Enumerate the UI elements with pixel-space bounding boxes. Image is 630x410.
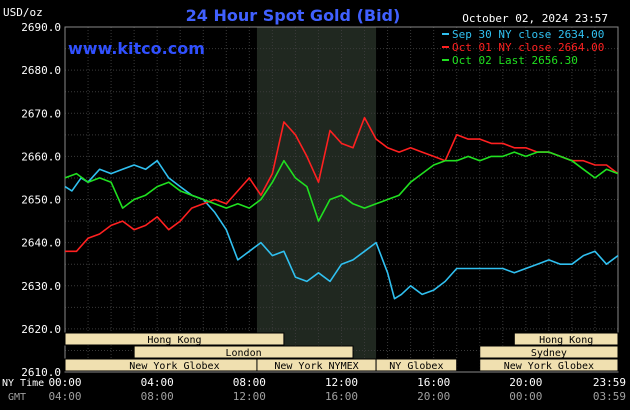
series-line xyxy=(65,116,619,253)
series-line xyxy=(64,151,619,222)
session-label: NY Globex xyxy=(389,361,443,372)
y-tick-label: 2680.0 xyxy=(21,64,61,77)
y-tick-label: 2610.0 xyxy=(21,366,61,379)
session-bar xyxy=(513,332,619,346)
legend-entry: Sep 30 NY close 2634.00 xyxy=(452,28,604,41)
legend-entry: Oct 02 Last 2656.30 xyxy=(452,54,578,67)
timestamp: October 02, 2024 23:57 xyxy=(462,12,608,25)
y-tick-label: 2650.0 xyxy=(21,194,61,207)
y-tick-label: 2660.0 xyxy=(21,150,61,163)
y-axis: 2690.0 2680.0 2670.0 2660.0 2650.0 2640.0 2630… xyxy=(21,21,61,379)
x-tick-label-gmt: 00:00 xyxy=(509,390,542,403)
y-tick-label: 2620.0 xyxy=(21,323,61,336)
x-tick-label-gmt: 08:00 xyxy=(141,390,174,403)
session-bar xyxy=(375,358,458,372)
ny-time-label: NY Time xyxy=(2,378,44,389)
y-tick-label: 2670.0 xyxy=(21,107,61,120)
price-series xyxy=(64,116,619,300)
x-tick-label-ny: 20:00 xyxy=(509,376,542,389)
y-unit-label: USD/oz xyxy=(3,6,43,19)
session-label: New York NYMEX xyxy=(274,361,358,372)
x-tick-label-ny: 12:00 xyxy=(325,376,358,389)
session-label: Hong Kong xyxy=(539,335,593,346)
nymex-highlight-band xyxy=(256,27,377,372)
y-tick-label: 2690.0 xyxy=(21,21,61,34)
session-label: London xyxy=(226,348,262,359)
brand-url[interactable]: www.kitco.com xyxy=(68,39,205,58)
session-label: Hong Kong xyxy=(147,335,201,346)
y-tick-label: 2630.0 xyxy=(21,280,61,293)
y-tick-label: 2640.0 xyxy=(21,237,61,250)
grid-lines xyxy=(64,26,619,373)
x-tick-label-gmt: 12:00 xyxy=(233,390,266,403)
x-tick-label-ny: 08:00 xyxy=(233,376,266,389)
x-tick-label-ny: 04:00 xyxy=(141,376,174,389)
trading-sessions: Hong Kong London New York Globex New York N… xyxy=(64,332,619,372)
x-tick-label-ny: 16:00 xyxy=(417,376,450,389)
session-bar xyxy=(133,345,354,359)
x-tick-label-gmt: 04:00 xyxy=(48,390,81,403)
plot-border xyxy=(64,26,619,373)
x-tick-label-gmt: 03:59 xyxy=(593,390,626,403)
x-axis: 00:00 04:00 08:00 12:00 16:00 20:00 23:5904:00… xyxy=(48,376,626,403)
x-tick-label-gmt: 16:00 xyxy=(325,390,358,403)
session-bar xyxy=(479,345,619,359)
chart-title: 24 Hour Spot Gold (Bid) xyxy=(186,6,401,25)
session-label: New York Globex xyxy=(129,361,219,372)
session-label: Sydney xyxy=(531,348,567,359)
session-bar xyxy=(64,332,285,346)
x-tick-label-gmt: 20:00 xyxy=(417,390,450,403)
series-line xyxy=(64,159,619,300)
gmt-label: GMT xyxy=(8,392,26,403)
x-tick-label-ny: 23:59 xyxy=(593,376,626,389)
session-label: New York Globex xyxy=(504,361,594,372)
legend-entry: Oct 01 NY close 2664.00 xyxy=(452,41,604,54)
session-bar xyxy=(479,358,619,372)
x-tick-label-ny: 00:00 xyxy=(48,376,81,389)
